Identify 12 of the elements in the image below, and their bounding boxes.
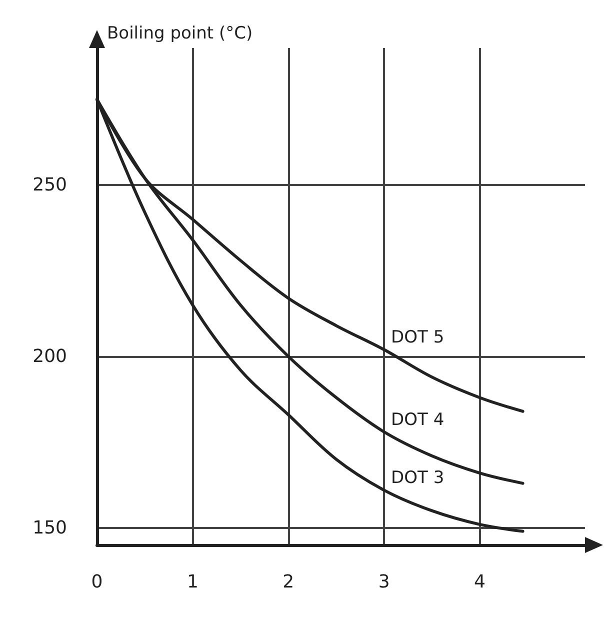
series-label: DOT 4 — [391, 410, 444, 430]
x-tick-label: 3 — [378, 572, 390, 592]
y-tick-label: 250 — [32, 174, 67, 196]
x-tick-label: 1 — [186, 572, 198, 592]
x-tick-label: 4 — [474, 572, 486, 592]
y-tick-label: 150 — [32, 517, 67, 538]
series-label: DOT 5 — [391, 328, 444, 348]
y-tick-label: 200 — [32, 346, 67, 367]
x-tick-label: 2 — [282, 572, 294, 592]
x-tick-label: 0 — [91, 572, 103, 592]
y-axis-title: Boiling point (°C) — [107, 24, 253, 44]
series-label: DOT 3 — [391, 468, 444, 488]
